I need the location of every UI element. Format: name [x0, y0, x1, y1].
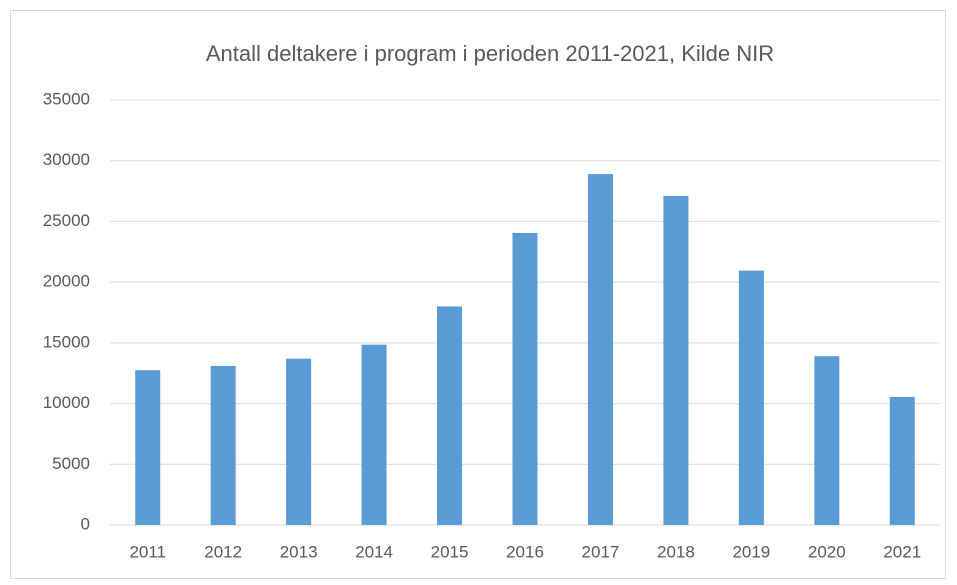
- y-tick-label: 35000: [43, 89, 90, 108]
- bar: [814, 356, 840, 525]
- x-tick-label: 2020: [808, 542, 846, 561]
- y-tick-label: 0: [81, 514, 90, 533]
- x-tick-label: 2017: [582, 542, 620, 561]
- x-tick-label: 2019: [732, 542, 770, 561]
- x-tick-label: 2014: [355, 542, 393, 561]
- x-tick-label: 2011: [129, 542, 166, 561]
- x-tick-label: 2012: [204, 542, 242, 561]
- bar: [361, 344, 387, 525]
- chart-title: Antall deltakere i program i perioden 20…: [206, 41, 774, 66]
- x-tick-label: 2016: [506, 542, 544, 561]
- y-tick-label: 25000: [43, 211, 90, 230]
- bar: [738, 270, 764, 525]
- y-tick-label: 5000: [52, 454, 90, 473]
- bar: [663, 195, 689, 525]
- y-tick-label: 20000: [43, 272, 90, 291]
- bar: [437, 306, 463, 525]
- x-tick-label: 2021: [883, 542, 921, 561]
- bar: [135, 370, 161, 525]
- bar: [210, 365, 236, 525]
- bar: [512, 232, 538, 525]
- x-tick-label: 2015: [431, 542, 469, 561]
- y-tick-label: 10000: [43, 393, 90, 412]
- bar: [587, 174, 613, 526]
- y-tick-label: 30000: [43, 150, 90, 169]
- y-tick-label: 15000: [43, 332, 90, 351]
- chart-frame: [10, 10, 946, 579]
- bar: [286, 358, 312, 525]
- bar: [889, 396, 915, 525]
- x-tick-label: 2018: [657, 542, 695, 561]
- x-tick-label: 2013: [280, 542, 318, 561]
